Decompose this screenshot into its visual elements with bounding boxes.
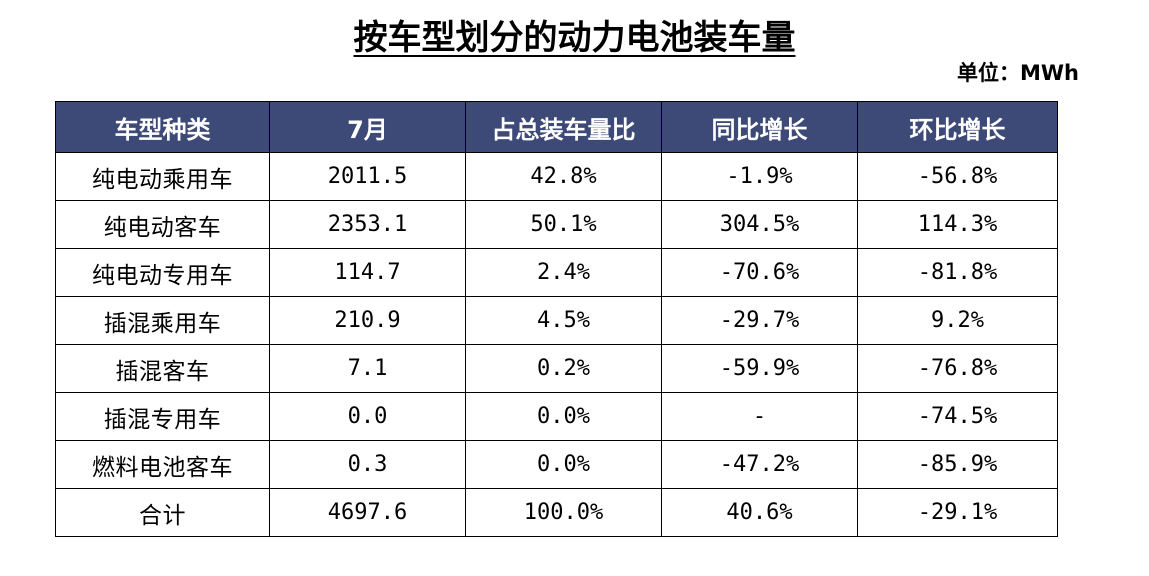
cell-vehicle-type: 插混客车 [55, 344, 270, 393]
cell-share: 0.0% [465, 392, 662, 441]
cell-share: 100.0% [465, 488, 662, 537]
cell-yoy: -29.7% [661, 296, 858, 345]
cell-mom: 114.3% [857, 200, 1058, 249]
cell-july: 4697.6 [269, 488, 466, 537]
table-row: 燃料电池客车 0.3 0.0% -47.2% -85.9% [55, 440, 1058, 489]
page-title: 按车型划分的动力电池装车量 [0, 14, 1149, 62]
header-july: 7月 [269, 101, 466, 153]
cell-yoy: -70.6% [661, 248, 858, 297]
cell-july: 7.1 [269, 344, 466, 393]
table-total-row: 合计 4697.6 100.0% 40.6% -29.1% [55, 488, 1058, 537]
cell-mom: -29.1% [857, 488, 1058, 537]
cell-mom: -76.8% [857, 344, 1058, 393]
cell-mom: -74.5% [857, 392, 1058, 441]
cell-share: 0.0% [465, 440, 662, 489]
table-row: 插混客车 7.1 0.2% -59.9% -76.8% [55, 344, 1058, 393]
cell-yoy: 40.6% [661, 488, 858, 537]
battery-installation-table: 车型种类 7月 占总装车量比 同比增长 环比增长 纯电动乘用车 2011.5 4… [55, 101, 1058, 537]
table-row: 插混专用车 0.0 0.0% - -74.5% [55, 392, 1058, 441]
header-yoy-growth: 同比增长 [661, 101, 858, 153]
cell-mom: 9.2% [857, 296, 1058, 345]
header-share: 占总装车量比 [465, 101, 662, 153]
cell-yoy: -47.2% [661, 440, 858, 489]
cell-vehicle-type: 插混专用车 [55, 392, 270, 441]
cell-july: 2353.1 [269, 200, 466, 249]
cell-mom: -81.8% [857, 248, 1058, 297]
cell-vehicle-type: 纯电动专用车 [55, 248, 270, 297]
cell-july: 114.7 [269, 248, 466, 297]
table-row: 纯电动乘用车 2011.5 42.8% -1.9% -56.8% [55, 152, 1058, 201]
page-title-text: 按车型划分的动力电池装车量 [353, 18, 796, 58]
cell-share: 42.8% [465, 152, 662, 201]
cell-yoy: 304.5% [661, 200, 858, 249]
cell-share: 4.5% [465, 296, 662, 345]
cell-vehicle-type: 燃料电池客车 [55, 440, 270, 489]
cell-july: 0.0 [269, 392, 466, 441]
cell-vehicle-type: 纯电动乘用车 [55, 152, 270, 201]
header-vehicle-type: 车型种类 [55, 101, 270, 153]
unit-label: 单位：MWh [956, 61, 1079, 85]
table-row: 插混乘用车 210.9 4.5% -29.7% 9.2% [55, 296, 1058, 345]
cell-share: 0.2% [465, 344, 662, 393]
table-row: 纯电动客车 2353.1 50.1% 304.5% 114.3% [55, 200, 1058, 249]
cell-mom: -85.9% [857, 440, 1058, 489]
cell-mom: -56.8% [857, 152, 1058, 201]
cell-vehicle-type: 合计 [55, 488, 270, 537]
cell-share: 2.4% [465, 248, 662, 297]
cell-july: 0.3 [269, 440, 466, 489]
table-header-row: 车型种类 7月 占总装车量比 同比增长 环比增长 [55, 101, 1058, 153]
cell-vehicle-type: 插混乘用车 [55, 296, 270, 345]
cell-july: 210.9 [269, 296, 466, 345]
header-mom-growth: 环比增长 [857, 101, 1058, 153]
cell-july: 2011.5 [269, 152, 466, 201]
table-row: 纯电动专用车 114.7 2.4% -70.6% -81.8% [55, 248, 1058, 297]
cell-yoy: - [661, 392, 858, 441]
cell-share: 50.1% [465, 200, 662, 249]
cell-vehicle-type: 纯电动客车 [55, 200, 270, 249]
cell-yoy: -59.9% [661, 344, 858, 393]
cell-yoy: -1.9% [661, 152, 858, 201]
